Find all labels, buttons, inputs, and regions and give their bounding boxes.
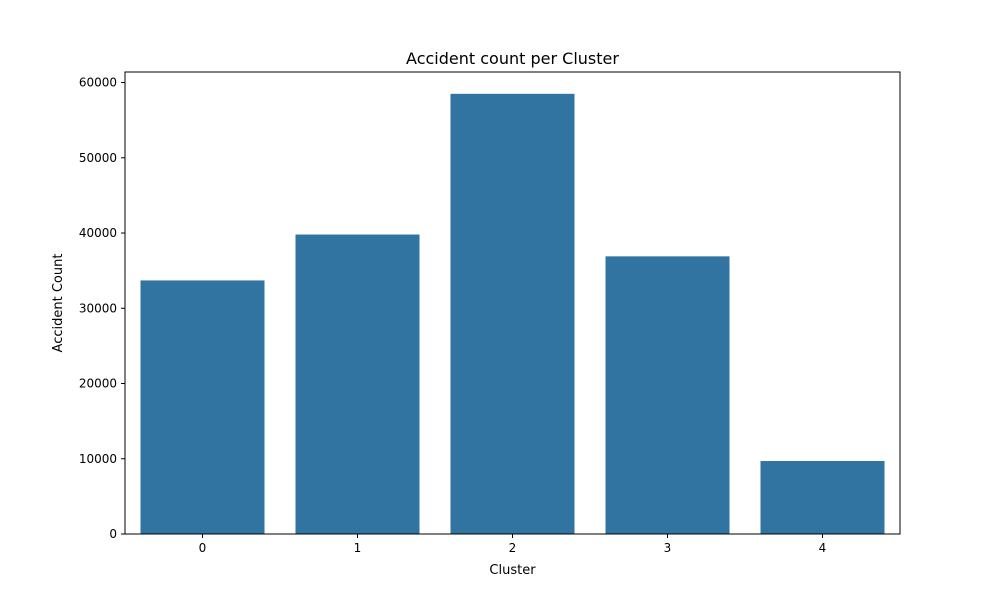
bar-cluster-0: [140, 280, 265, 534]
chart-title: Accident count per Cluster: [406, 49, 619, 68]
y-tick-label: 50000: [79, 151, 117, 165]
bars-layer: [140, 93, 885, 534]
y-tick-label: 40000: [79, 226, 117, 240]
x-axis-label: Cluster: [489, 563, 536, 578]
y-tick-label: 0: [109, 527, 117, 541]
y-axis: 0 10000 20000 30000 40000 50000 60000: [79, 76, 125, 541]
x-tick-label: 1: [354, 541, 362, 555]
bar-cluster-3: [605, 256, 730, 534]
bar-cluster-1: [295, 234, 420, 534]
x-tick-label: 4: [819, 541, 827, 555]
x-tick-label: 0: [199, 541, 207, 555]
y-tick-label: 20000: [79, 377, 117, 391]
x-axis: 0 1 2 3 4: [199, 534, 827, 555]
bar-cluster-2: [450, 93, 575, 534]
x-tick-label: 3: [664, 541, 672, 555]
bar-cluster-4: [760, 461, 885, 534]
y-tick-label: 30000: [79, 301, 117, 315]
y-axis-label: Accident Count: [51, 254, 66, 353]
y-tick-label: 10000: [79, 452, 117, 466]
y-tick-label: 60000: [79, 76, 117, 90]
x-tick-label: 2: [509, 541, 517, 555]
